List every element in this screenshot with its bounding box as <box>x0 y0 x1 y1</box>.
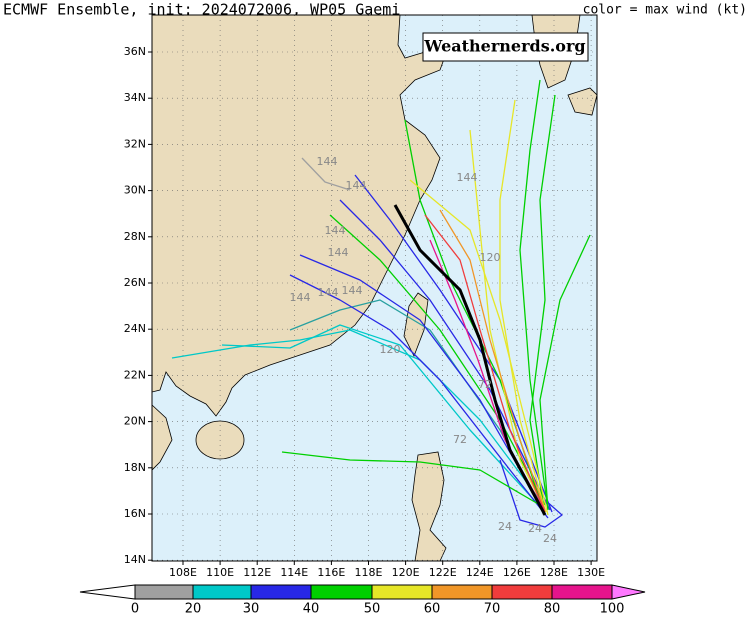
lon-label: 114E <box>280 566 308 579</box>
title: ECMWF Ensemble, init: 2024072006, WP05 G… <box>3 1 400 19</box>
colorbar-label: 80 <box>544 602 561 617</box>
track <box>299 254 541 506</box>
hour-label: 24 <box>543 532 557 545</box>
colorbar-arrow <box>611 584 646 600</box>
colorbar-label: 20 <box>185 602 202 617</box>
lon-label: 108E <box>169 566 197 579</box>
kyushu <box>567 87 597 116</box>
track <box>354 174 553 513</box>
colorbar-arrow <box>79 584 136 600</box>
colorbar: 0 20 30 40 50 60 70 80 100 <box>79 584 646 617</box>
hour-label: 144 <box>325 224 346 237</box>
track <box>519 79 549 511</box>
lat-label: 26N <box>124 276 146 289</box>
hour-label: 72 <box>453 433 467 446</box>
colorbar-segment <box>431 584 493 600</box>
tracks <box>171 79 591 528</box>
lat-label: 36N <box>124 45 146 58</box>
hour-label: 144 <box>290 291 311 304</box>
hour-label: 24 <box>528 522 542 535</box>
track <box>529 94 556 516</box>
colorbar-segment <box>134 584 194 600</box>
colorbar-label: 50 <box>364 602 381 617</box>
track <box>171 329 541 501</box>
track <box>539 234 591 511</box>
lon-label: 116E <box>317 566 345 579</box>
lon-label: 126E <box>503 566 531 579</box>
map-frame <box>151 14 598 562</box>
lat-label: 24N <box>124 322 146 335</box>
lon-label: 128E <box>540 566 568 579</box>
lon-label: 112E <box>243 566 271 579</box>
lon-label: 124E <box>466 566 494 579</box>
lat-label: 32N <box>124 137 146 150</box>
lat-label: 30N <box>124 184 146 197</box>
hour-label: 144 <box>342 284 363 297</box>
watermark: Weathernerds.org <box>423 37 585 56</box>
hour-label: 144 <box>328 246 349 259</box>
track <box>281 451 541 506</box>
lat-label: 34N <box>124 91 146 104</box>
vietnam <box>152 404 173 471</box>
hour-label: 144 <box>317 155 338 168</box>
track <box>499 99 546 511</box>
hour-label: 72 <box>478 378 492 391</box>
hour-label: 120 <box>480 251 501 264</box>
watermark-box <box>422 32 589 62</box>
lon-label: 110E <box>206 566 234 579</box>
colorbar-label: 70 <box>484 602 501 617</box>
colorbar-segment <box>250 584 312 600</box>
lat-label: 28N <box>124 230 146 243</box>
lon-label: 120E <box>392 566 420 579</box>
track <box>221 324 546 513</box>
colorbar-segment <box>310 584 373 600</box>
ensemble-mean <box>393 204 547 516</box>
track <box>469 129 547 513</box>
legend-note: color = max wind (kt) <box>583 3 747 18</box>
lon-label: 130E <box>577 566 605 579</box>
track <box>329 214 546 506</box>
hour-label: 144 <box>346 179 367 192</box>
lat-label: 16N <box>124 507 146 520</box>
colorbar-segment <box>491 584 553 600</box>
colorbar-label: 60 <box>424 602 441 617</box>
hour-label: 24 <box>498 520 512 533</box>
hour-label: 144 <box>457 171 478 184</box>
track <box>439 209 546 511</box>
lat-label: 20N <box>124 415 146 428</box>
track <box>301 157 351 191</box>
lat-label: 14N <box>124 553 146 566</box>
colorbar-label: 100 <box>600 602 625 617</box>
colorbar-segment <box>551 584 613 600</box>
colorbar-label: 30 <box>243 602 260 617</box>
hour-label: 144 <box>318 286 339 299</box>
hour-label: 120 <box>380 343 401 356</box>
track <box>499 459 563 528</box>
lat-label: 18N <box>124 461 146 474</box>
track <box>289 274 549 519</box>
lat-label: 22N <box>124 368 146 381</box>
colorbar-segment <box>192 584 252 600</box>
colorbar-label: 0 <box>131 602 139 617</box>
track <box>409 179 549 516</box>
lon-label: 122E <box>429 566 457 579</box>
colorbar-label: 40 <box>303 602 320 617</box>
colorbar-segment <box>371 584 433 600</box>
track <box>424 214 546 513</box>
lon-label: 118E <box>355 566 383 579</box>
